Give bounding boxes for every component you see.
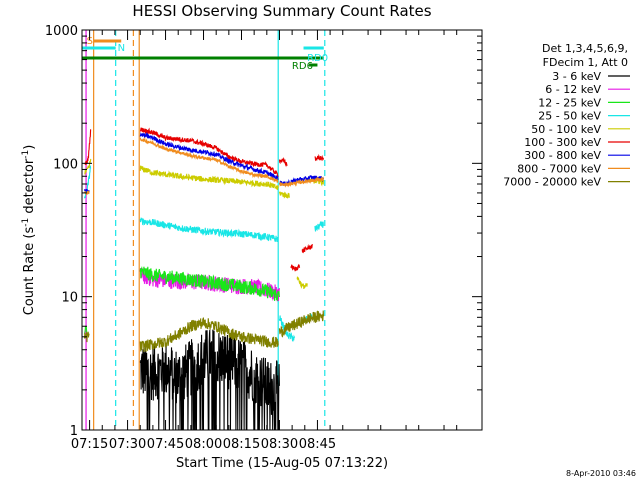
series-4-segment-0 bbox=[84, 158, 92, 175]
x-tick-label-2: 07:45 bbox=[147, 437, 184, 452]
series-7-segment-2 bbox=[278, 176, 325, 188]
series-3-segment-2 bbox=[278, 315, 296, 342]
series-0-segment-0 bbox=[139, 329, 280, 430]
series-4-segment-3 bbox=[296, 276, 308, 289]
x-tick-label-0: 07:15 bbox=[71, 437, 108, 452]
x-axis-label: Start Time (15-Aug-05 07:13:22) bbox=[176, 456, 388, 471]
plot-frame bbox=[81, 29, 483, 431]
series-8-segment-2 bbox=[278, 310, 325, 338]
flag-label-3: RD6 bbox=[292, 61, 313, 72]
series-3-segment-1 bbox=[139, 217, 279, 243]
legend-label-7: 800 - 7000 keV bbox=[517, 162, 601, 175]
legend-label-0: 3 - 6 keV bbox=[552, 70, 601, 83]
y-label-part-2: detector bbox=[22, 158, 37, 218]
y-axis-label: Count Rate (s-1 detector-1) bbox=[21, 145, 37, 316]
y-label-sup-1: -1 bbox=[21, 218, 31, 227]
x-tick-label-4: 08:15 bbox=[223, 437, 260, 452]
series-7-segment-1 bbox=[139, 137, 279, 183]
vertical-markers bbox=[85, 30, 326, 430]
x-tick-label-3: 08:00 bbox=[185, 437, 222, 452]
series-lines bbox=[83, 127, 325, 430]
series-5-segment-1 bbox=[139, 127, 279, 178]
series-4-segment-1 bbox=[139, 165, 279, 191]
flag-label-2: RD0 bbox=[307, 53, 328, 64]
series-5-segment-3 bbox=[290, 263, 301, 272]
x-tick-label-1: 07:30 bbox=[109, 437, 146, 452]
legend-label-8: 7000 - 20000 keV bbox=[503, 176, 601, 189]
y-label-sup-2: -1 bbox=[21, 150, 31, 159]
series-2-segment-1 bbox=[139, 266, 280, 301]
y-label-part-3: ) bbox=[22, 145, 37, 150]
flag-label-1: N bbox=[118, 43, 125, 54]
legend-label-5: 100 - 300 keV bbox=[524, 136, 601, 149]
legend: Det 1,3,4,5,6,9, FDecim 1, Att 0 3 - 6 k… bbox=[503, 42, 630, 189]
series-5-segment-5 bbox=[314, 153, 324, 162]
y-tick-label-2: 100 bbox=[53, 157, 78, 172]
series-5-segment-4 bbox=[301, 243, 313, 254]
series-5-segment-2 bbox=[278, 156, 288, 168]
series-5-segment-0 bbox=[84, 129, 92, 166]
legend-label-3: 25 - 50 keV bbox=[538, 110, 601, 123]
series-1-segment-0 bbox=[139, 267, 280, 302]
legend-label-1: 6 - 12 keV bbox=[545, 83, 601, 96]
generation-date: 8-Apr-2010 03:46 bbox=[566, 469, 636, 478]
y-tick-label-3: 1000 bbox=[45, 24, 78, 39]
legend-label-2: 12 - 25 keV bbox=[538, 96, 601, 109]
y-tick-label-1: 10 bbox=[61, 291, 78, 306]
axis-ticks: 07:15 07:30 07:45 08:00 08:15 08:30 08:45 1 10 10… bbox=[45, 24, 483, 452]
legend-header-detectors: Det 1,3,4,5,6,9, bbox=[542, 42, 628, 55]
series-3-segment-4 bbox=[314, 220, 324, 232]
y-label-part-1: Count Rate (s bbox=[22, 227, 37, 316]
legend-label-4: 50 - 100 keV bbox=[531, 123, 601, 136]
series-6-segment-1 bbox=[139, 131, 279, 182]
x-tick-label-5: 08:30 bbox=[261, 437, 298, 452]
series-4-segment-2 bbox=[278, 191, 291, 199]
y-tick-label-0: 1 bbox=[70, 424, 78, 439]
legend-header-decimation: FDecim 1, Att 0 bbox=[543, 56, 628, 69]
x-tick-label-6: 08:45 bbox=[299, 437, 336, 452]
legend-label-6: 300 - 800 keV bbox=[524, 149, 601, 162]
flag-label-0: S bbox=[87, 36, 93, 47]
chart-title: HESSI Observing Summary Count Rates bbox=[132, 2, 431, 20]
series-8-segment-1 bbox=[139, 317, 279, 353]
